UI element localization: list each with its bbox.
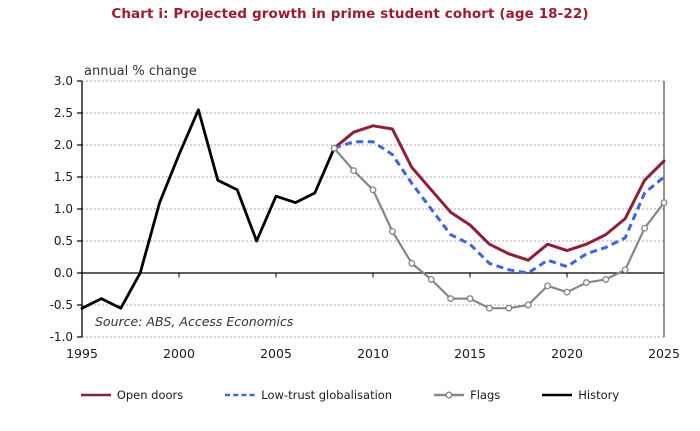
series-marker-flags xyxy=(544,282,552,290)
x-tick-label: 2020 xyxy=(551,346,583,361)
x-tick-label: 2010 xyxy=(357,346,389,361)
y-tick-label: 3.0 xyxy=(54,74,73,88)
y-tick-label: -1.0 xyxy=(50,330,73,344)
series-marker-flags xyxy=(582,279,590,287)
series-marker-flags xyxy=(330,144,338,152)
series-marker-flags xyxy=(485,304,493,312)
y-tick-label: 2.0 xyxy=(54,138,73,152)
plot-area: 3.0 2.5 2.0 1.5 1.0 0.5 0.0 -0.5 -1.0 1995 2000 200… xyxy=(50,64,680,361)
series-marker-flags xyxy=(524,301,532,309)
series-marker-flags xyxy=(427,275,435,283)
x-tick-label: 1995 xyxy=(66,346,98,361)
legend-label: Low-trust globalisation xyxy=(261,388,393,402)
source-note: Source: ABS, Access Economics xyxy=(95,314,294,329)
series-marker-flags xyxy=(641,224,649,232)
series-marker-flags xyxy=(621,266,629,274)
series-marker-flags xyxy=(388,227,396,235)
legend-line-sample-icon xyxy=(225,393,256,397)
series-marker-flags xyxy=(563,288,571,296)
legend-line-sample-icon xyxy=(542,393,573,397)
series-marker-flags xyxy=(369,186,377,194)
series-marker-flags xyxy=(447,295,455,303)
legend-line-sample-icon xyxy=(434,391,465,399)
series-line-low-trust-globalisation xyxy=(333,140,665,275)
legend-item-flags: Flags xyxy=(434,388,500,402)
x-tick-label: 2015 xyxy=(454,346,486,361)
series-marker-flags xyxy=(350,167,358,175)
series-marker-flags xyxy=(505,304,513,312)
legend-item-history: History xyxy=(542,388,619,402)
series-marker-flags xyxy=(602,275,610,283)
x-tick-label: 2000 xyxy=(163,346,195,361)
series-marker-flags xyxy=(408,259,416,267)
y-tick-label: 1.0 xyxy=(54,202,73,216)
series-line-flags xyxy=(333,147,666,310)
y-tick-label: 2.5 xyxy=(54,106,73,120)
y-tick-label: 0.5 xyxy=(54,234,73,248)
x-tick-label: 2025 xyxy=(648,346,680,361)
series-line-history xyxy=(80,108,336,310)
x-tick-label: 2005 xyxy=(260,346,292,361)
legend-item-open-doors: Open doors xyxy=(80,388,184,402)
series-marker-flags xyxy=(660,199,668,207)
y-tick-label: -0.5 xyxy=(50,298,73,312)
series-line-open-doors xyxy=(332,124,666,262)
y-axis-caption: annual % change xyxy=(84,64,197,79)
legend: Open doors Low-trust globalisation Flags Hi… xyxy=(0,388,700,402)
chart-title: Chart i: Projected growth in prime stude… xyxy=(111,6,589,22)
legend-item-low-trust-globalisation: Low-trust globalisation xyxy=(225,388,392,402)
y-tick-label: 1.5 xyxy=(54,170,73,184)
y-tick-label: 0.0 xyxy=(54,266,73,280)
legend-label: Open doors xyxy=(116,388,184,402)
legend-label: History xyxy=(578,388,620,402)
legend-line-sample-icon xyxy=(80,393,111,397)
series-marker-flags xyxy=(466,295,474,303)
legend-label: Flags xyxy=(470,388,501,402)
